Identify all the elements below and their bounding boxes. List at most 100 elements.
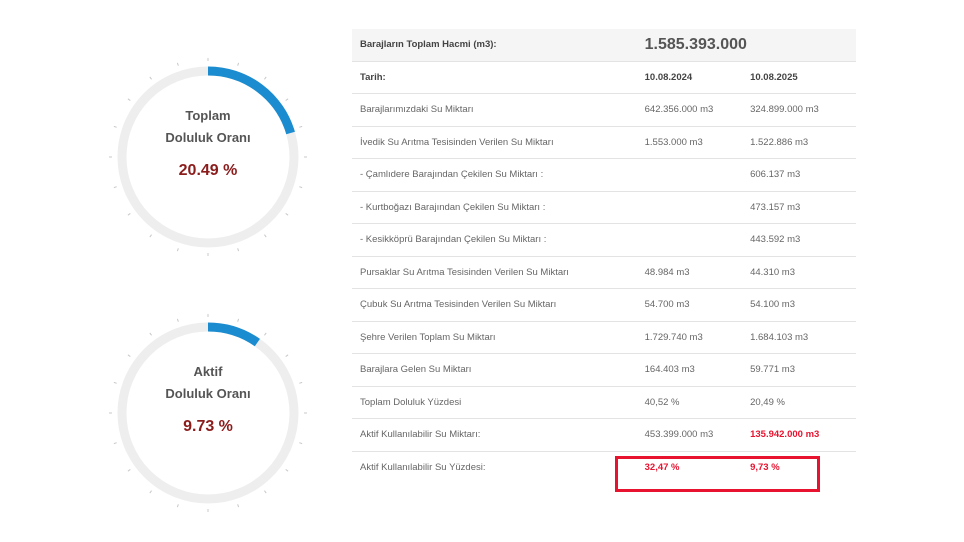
date-col-1: 10.08.2024	[636, 61, 743, 94]
row-value-2: 44.310 m3	[742, 256, 856, 289]
gauge-tick	[149, 234, 152, 238]
dam-data-table: Barajların Toplam Hacmi (m3): 1.585.393.…	[352, 29, 856, 502]
row-value-1: 48.984 m3	[636, 256, 743, 289]
gauge-tick	[176, 248, 179, 252]
row-value-2: 54.100 m3	[742, 288, 856, 322]
gauge-tick	[127, 354, 131, 357]
gauge-tick	[176, 62, 179, 66]
highlight-box	[615, 456, 820, 492]
gauge-title-line2: Doluluk Oranı	[165, 130, 251, 145]
date-header-row: Tarih: 10.08.2024 10.08.2025	[352, 61, 856, 94]
row-value-1: 54.700 m3	[636, 288, 743, 322]
row-value-2: 1.684.103 m3	[742, 321, 856, 354]
gauge-title: Toplam Doluluk Oranı	[108, 105, 308, 149]
gauge-tick	[149, 76, 152, 80]
row-label: Pursaklar Su Arıtma Tesisinden Verilen S…	[352, 256, 637, 289]
gauge-ring	[109, 314, 307, 512]
row-value-1	[636, 191, 743, 224]
gauge-fill-arc	[117, 66, 299, 248]
row-value-1: 40,52 %	[636, 386, 743, 419]
table-row: İvedik Su Arıtma Tesisinden Verilen Su M…	[352, 126, 856, 159]
gauge-tick	[127, 98, 131, 101]
row-value-1: 164.403 m3	[636, 353, 743, 387]
gauge-fill-arc	[117, 322, 299, 504]
gauge-tick	[264, 490, 267, 494]
row-label: - Çamlıdere Barajından Çekilen Su Miktar…	[352, 158, 637, 192]
table-row: Barajlara Gelen Su Miktarı 164.403 m3 59…	[352, 353, 856, 387]
gauge-tick	[237, 504, 240, 508]
gauge-tick	[176, 318, 179, 322]
gauge-track	[117, 322, 299, 504]
row-value-2: 20,49 %	[742, 386, 856, 419]
gauge-tick	[285, 98, 289, 101]
gauge-tick	[127, 469, 131, 472]
date-label: Tarih:	[352, 61, 637, 94]
toplam-doluluk-gauge: Toplam Doluluk Oranı 20.49 %	[108, 57, 308, 257]
table-row: - Çamlıdere Barajından Çekilen Su Miktar…	[352, 158, 856, 192]
row-label: Çubuk Su Arıtma Tesisinden Verilen Su Mi…	[352, 288, 637, 322]
gauge-tick	[299, 442, 303, 445]
row-value-2: 606.137 m3	[742, 158, 856, 192]
gauge-title-line1: Toplam	[185, 108, 231, 123]
row-value-2: 443.592 m3	[742, 223, 856, 257]
gauge-tick	[113, 186, 117, 189]
table-row: Çubuk Su Arıtma Tesisinden Verilen Su Mi…	[352, 288, 856, 322]
gauge-ring	[109, 58, 307, 256]
row-value-1: 1.553.000 m3	[636, 126, 743, 159]
table-row: Pursaklar Su Arıtma Tesisinden Verilen S…	[352, 256, 856, 289]
total-volume-value: 1.585.393.000	[636, 29, 856, 62]
row-value-2: 59.771 m3	[742, 353, 856, 387]
gauge-tick	[264, 234, 267, 238]
gauge-tick	[285, 354, 289, 357]
row-value-1: 32,47 %	[644, 461, 680, 473]
gauge-value: 9.73 %	[183, 418, 233, 435]
gauge-tick	[127, 213, 131, 216]
table-row: Aktif Kullanılabilir Su Yüzdesi: 32,47 %…	[352, 451, 856, 502]
row-label: İvedik Su Arıtma Tesisinden Verilen Su M…	[352, 126, 637, 159]
table-row: Aktif Kullanılabilir Su Miktarı: 453.399…	[352, 418, 856, 452]
gauge-title: Aktif Doluluk Oranı	[108, 361, 308, 405]
row-label: Toplam Doluluk Yüzdesi	[352, 386, 637, 419]
gauge-tick	[299, 381, 303, 384]
row-label: - Kesikköprü Barajından Çekilen Su Mikta…	[352, 223, 637, 257]
total-volume-label: Barajların Toplam Hacmi (m3):	[352, 29, 637, 62]
row-label: - Kurtboğazı Barajından Çekilen Su Mikta…	[352, 191, 637, 224]
row-value-2: 9,73 %	[750, 461, 780, 473]
gauge-value: 20.49 %	[178, 162, 238, 179]
gauge-tick	[299, 125, 303, 128]
row-value-2: 473.157 m3	[742, 191, 856, 224]
gauge-tick	[285, 213, 289, 216]
gauge-title-line1: Aktif	[193, 364, 223, 379]
aktif-doluluk-gauge: Aktif Doluluk Oranı 9.73 %	[108, 313, 308, 513]
gauge-tick	[264, 76, 267, 80]
table-row: - Kesikköprü Barajından Çekilen Su Mikta…	[352, 223, 856, 257]
gauge-tick	[113, 381, 117, 384]
row-value-2: 324.899.000 m3	[742, 93, 856, 127]
gauge-tick	[149, 332, 152, 336]
table-row: Barajlarımızdaki Su Miktarı 642.356.000 …	[352, 93, 856, 127]
gauge-tick	[285, 469, 289, 472]
gauge-tick	[113, 125, 117, 128]
gauge-tick	[149, 490, 152, 494]
row-value-1	[636, 158, 743, 192]
row-value-1	[636, 223, 743, 257]
gauge-tick	[113, 442, 117, 445]
gauge-tick	[237, 248, 240, 252]
row-value-1: 453.399.000 m3	[636, 418, 743, 452]
date-col-2: 10.08.2025	[742, 61, 856, 94]
row-value-2: 1.522.886 m3	[742, 126, 856, 159]
row-label: Barajlarımızdaki Su Miktarı	[352, 93, 637, 127]
total-volume-row: Barajların Toplam Hacmi (m3): 1.585.393.…	[352, 29, 856, 62]
gauge-tick	[299, 186, 303, 189]
row-value-1: 1.729.740 m3	[636, 321, 743, 354]
row-label: Aktif Kullanılabilir Su Miktarı:	[352, 418, 637, 452]
row-label: Şehre Verilen Toplam Su Miktarı	[352, 321, 637, 354]
table-row: Toplam Doluluk Yüzdesi 40,52 % 20,49 %	[352, 386, 856, 419]
gauge-title-line2: Doluluk Oranı	[165, 386, 251, 401]
row-label: Aktif Kullanılabilir Su Yüzdesi:	[360, 461, 486, 473]
gauge-tick	[237, 318, 240, 322]
table-row: Şehre Verilen Toplam Su Miktarı 1.729.74…	[352, 321, 856, 354]
row-value-1: 642.356.000 m3	[636, 93, 743, 127]
gauge-tick	[264, 332, 267, 336]
row-value-2: 135.942.000 m3	[742, 418, 856, 452]
